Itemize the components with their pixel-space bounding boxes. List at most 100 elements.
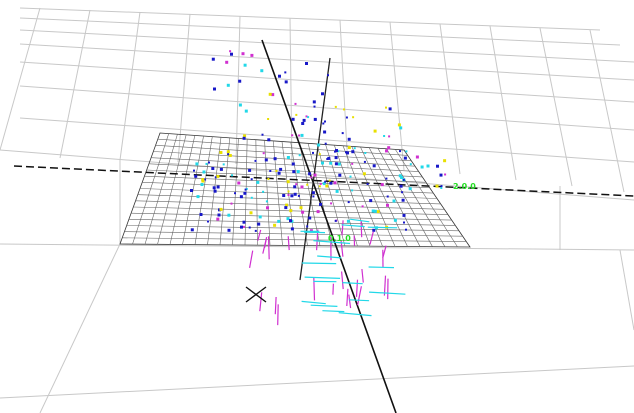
data-point — [372, 164, 376, 168]
data-point — [329, 161, 333, 165]
data-point — [388, 135, 391, 138]
vector-line — [332, 283, 334, 295]
data-point — [286, 180, 290, 184]
data-point — [351, 189, 354, 192]
data-point — [305, 62, 308, 65]
data-point — [343, 108, 345, 111]
vector-line — [369, 291, 406, 295]
data-point — [346, 219, 350, 223]
data-point — [300, 185, 304, 189]
data-point — [213, 189, 217, 193]
data-point — [318, 185, 321, 188]
data-point — [311, 191, 315, 195]
vector-line — [304, 276, 341, 279]
data-point — [242, 136, 246, 140]
data-point — [351, 162, 354, 165]
data-point — [234, 192, 236, 195]
data-point — [244, 109, 248, 113]
data-point — [385, 177, 388, 180]
data-point — [194, 174, 198, 178]
vector-line — [317, 255, 342, 259]
data-point — [216, 174, 220, 178]
dense-grid-line — [131, 212, 452, 221]
data-point — [265, 200, 268, 203]
data-point — [261, 133, 264, 136]
data-point — [205, 162, 208, 165]
data-point — [323, 130, 327, 134]
data-point — [248, 168, 252, 172]
data-point — [321, 92, 324, 96]
data-point — [282, 194, 286, 197]
data-point — [334, 156, 338, 160]
dense-grid-line — [124, 231, 463, 237]
vector-line — [360, 221, 363, 238]
vector-line — [322, 310, 345, 313]
data-point — [230, 52, 233, 56]
vector-line — [350, 218, 370, 223]
data-point — [329, 181, 333, 185]
data-point — [399, 150, 401, 153]
data-point — [376, 210, 380, 214]
data-point — [190, 228, 194, 232]
data-point — [330, 202, 333, 205]
data-point — [388, 107, 392, 111]
data-point — [405, 228, 407, 231]
data-point — [401, 191, 404, 194]
data-point — [420, 165, 424, 169]
data-point — [364, 152, 367, 154]
data-point — [248, 226, 251, 229]
data-point — [351, 150, 355, 154]
data-point — [244, 188, 247, 191]
x-axis-label: 2.0.0 — [453, 182, 476, 191]
data-point — [353, 147, 356, 150]
data-point — [345, 116, 348, 119]
data-point — [392, 199, 396, 203]
data-point — [408, 187, 412, 191]
data-point — [242, 220, 246, 224]
data-point — [269, 170, 272, 172]
data-point — [267, 118, 270, 120]
data-point — [326, 158, 329, 160]
data-point — [258, 215, 262, 219]
vector-line — [287, 236, 290, 251]
data-point — [369, 199, 373, 203]
data-point — [405, 150, 408, 153]
data-point — [296, 170, 300, 174]
data-point — [308, 172, 312, 176]
vector-line — [257, 229, 262, 241]
data-point — [199, 213, 203, 216]
data-point — [216, 185, 220, 189]
data-point — [225, 60, 229, 64]
data-point — [363, 160, 366, 163]
data-point — [243, 191, 247, 195]
data-point — [195, 162, 199, 166]
data-point — [204, 178, 207, 181]
data-point — [335, 149, 338, 152]
data-point — [373, 209, 377, 213]
data-point — [309, 229, 313, 233]
data-point — [277, 171, 281, 175]
data-point — [230, 202, 233, 205]
data-point — [267, 178, 270, 180]
vector-line — [369, 231, 374, 245]
data-point — [313, 105, 316, 108]
data-point — [219, 167, 223, 171]
data-point — [262, 190, 265, 193]
data-point — [401, 198, 405, 202]
data-point — [295, 183, 298, 186]
data-point — [273, 157, 277, 161]
data-point — [260, 69, 264, 73]
data-point — [196, 195, 200, 199]
data-point — [250, 196, 253, 199]
data-point — [243, 134, 247, 138]
data-point — [334, 219, 337, 222]
dense-grid-line — [142, 182, 434, 194]
data-point — [250, 53, 254, 57]
vector-field — [249, 218, 406, 326]
vector-line — [249, 250, 254, 269]
data-point — [294, 102, 297, 105]
data-point — [287, 194, 290, 196]
vector-line — [310, 304, 338, 307]
data-point — [312, 195, 315, 198]
